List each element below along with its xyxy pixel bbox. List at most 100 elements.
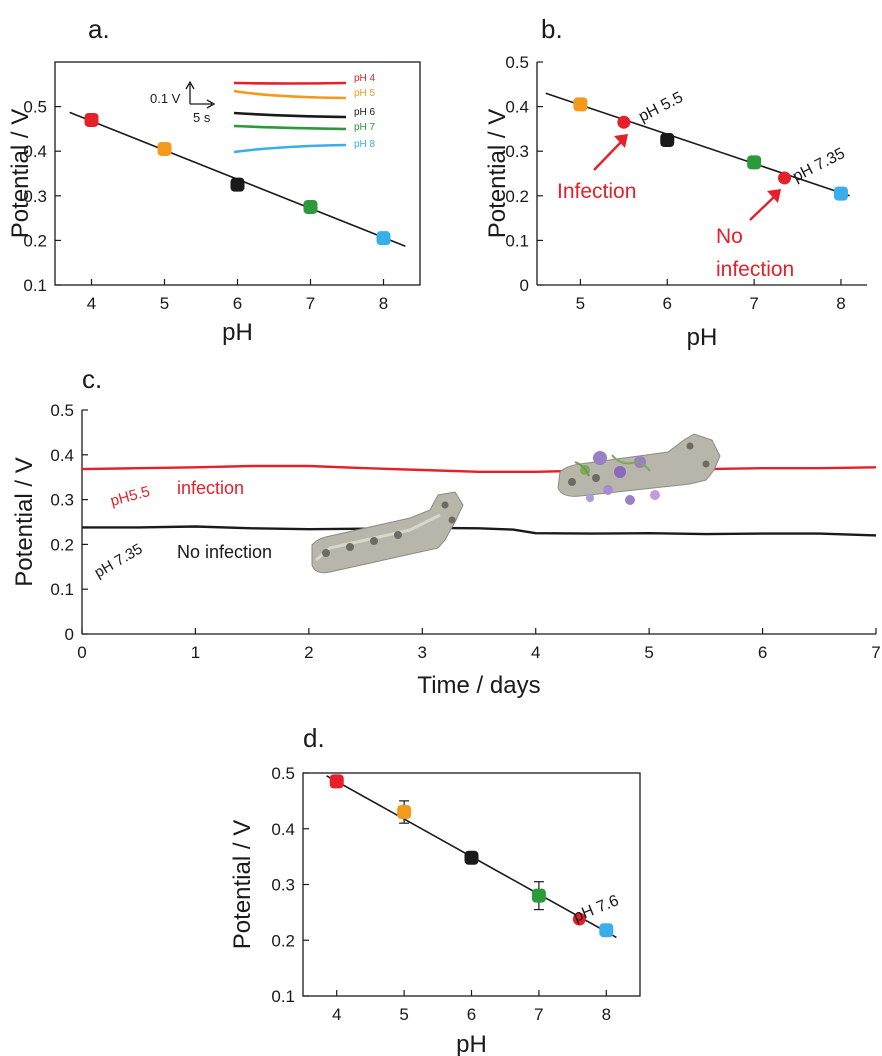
panel-label: a. xyxy=(88,14,110,44)
data-point xyxy=(531,888,546,903)
y-tick-label: 0.4 xyxy=(50,446,74,465)
y-axis-label: Potential / V xyxy=(7,109,34,238)
y-tick-label: 0.4 xyxy=(505,98,529,117)
series-line xyxy=(82,525,877,537)
panel-a: a. 0.1 0.2 0.3 0.4 0.5 4 5 6 7 8 pH Potential / V 0.1… xyxy=(7,14,421,346)
y-tick-label: 0.1 xyxy=(50,580,74,599)
x-tick-label: 1 xyxy=(191,643,200,662)
infection-ph-label: pH5.5 xyxy=(109,483,152,510)
inset-trace xyxy=(233,111,347,119)
data-point xyxy=(329,774,344,789)
y-tick-label: 0.2 xyxy=(271,931,295,950)
panel-label: c. xyxy=(82,364,102,394)
y-tick-label: 0.3 xyxy=(505,142,529,161)
series-line xyxy=(81,464,877,473)
x-tick-label: 7 xyxy=(749,294,758,313)
x-axis-label: pH xyxy=(456,1031,487,1056)
inset-trace-label: pH 7 xyxy=(354,122,376,133)
marker-point xyxy=(617,115,631,129)
x-tick-label: 4 xyxy=(531,643,540,662)
inset-trace-label: pH 4 xyxy=(354,73,376,84)
data-point xyxy=(84,112,99,127)
inset-scale-varrow xyxy=(185,80,195,90)
panel-label: d. xyxy=(303,723,325,753)
x-tick-label: 5 xyxy=(644,643,653,662)
data-point xyxy=(376,231,391,246)
x-tick-label: 8 xyxy=(836,294,845,313)
y-tick-label: 0.3 xyxy=(271,876,295,895)
x-tick-label: 0 xyxy=(77,643,86,662)
inset-trace xyxy=(233,89,347,100)
inset-trace-label: pH 6 xyxy=(354,107,376,118)
x-axis-label: pH xyxy=(222,319,253,346)
no-infection-ph-label: pH 7.35 xyxy=(92,540,146,581)
x-tick-label: 2 xyxy=(304,643,313,662)
y-tick-label: 0.4 xyxy=(271,820,295,839)
infection-annotation: Infection xyxy=(557,180,636,203)
x-tick-label: 8 xyxy=(379,294,388,313)
marker-label: pH 5.5 xyxy=(636,89,686,126)
marker-label: pH 7.6 xyxy=(571,892,621,925)
inset-trace xyxy=(233,143,347,154)
y-tick-label: 0.2 xyxy=(23,231,47,250)
no-infection-arrowhead xyxy=(767,189,781,203)
inset-trace-label: pH 8 xyxy=(354,139,376,150)
data-point xyxy=(397,805,412,820)
x-tick-label: 4 xyxy=(332,1005,341,1024)
y-tick-label: 0.5 xyxy=(23,98,47,117)
y-tick-label: 0.5 xyxy=(50,401,74,420)
x-tick-label: 6 xyxy=(663,294,672,313)
x-tick-label: 7 xyxy=(534,1005,543,1024)
infection-arrowhead xyxy=(614,134,628,148)
inset-trace-label: pH 5 xyxy=(354,88,376,99)
y-tick-label: 0.4 xyxy=(23,142,47,161)
inset-trace xyxy=(233,124,347,131)
x-tick-label: 5 xyxy=(576,294,585,313)
data-point xyxy=(599,923,614,938)
panel-d: d. 0.1 0.2 0.3 0.4 0.5 4 5 6 7 8 pH Potential / V pH … xyxy=(229,723,641,1056)
data-point xyxy=(573,97,588,112)
infected-bone-plate-image xyxy=(557,433,721,505)
no-infection-annotation-line1: No xyxy=(716,225,743,248)
inset-scale-time: 5 s xyxy=(193,110,211,125)
infection-label: infection xyxy=(177,478,244,498)
data-point xyxy=(747,155,762,170)
data-point xyxy=(660,133,675,148)
infection-arrow xyxy=(593,140,623,171)
x-tick-label: 4 xyxy=(87,294,96,313)
x-tick-label: 3 xyxy=(418,643,427,662)
x-tick-label: 8 xyxy=(602,1005,611,1024)
x-axis-label: pH xyxy=(687,324,718,351)
plot-frame xyxy=(302,772,641,997)
y-tick-label: 0.1 xyxy=(505,231,529,250)
y-axis-label: Potential / V xyxy=(229,820,256,949)
linear-fit-line xyxy=(545,92,850,197)
x-tick-label: 7 xyxy=(871,643,880,662)
marker-label: pH 7.35 xyxy=(790,145,848,186)
y-axis-label: Potential / V xyxy=(11,457,38,586)
x-axis-label: Time / days xyxy=(417,672,540,699)
marker-point xyxy=(778,171,791,185)
x-tick-label: 6 xyxy=(467,1005,476,1024)
inset-scale-tarrow xyxy=(206,99,216,109)
x-tick-label: 6 xyxy=(758,643,767,662)
y-tick-label: 0 xyxy=(520,276,529,295)
y-tick-label: 0.3 xyxy=(50,491,74,510)
no-infection-label: No infection xyxy=(177,542,272,562)
data-point xyxy=(230,177,245,192)
y-tick-label: 0.5 xyxy=(271,764,295,783)
y-tick-label: 0 xyxy=(65,625,74,644)
inset-scale-voltage: 0.1 V xyxy=(150,91,181,106)
x-tick-label: 5 xyxy=(399,1005,408,1024)
marker-point xyxy=(572,912,586,926)
panel-c: c. 0 0.1 0.2 0.3 0.4 0.5 0 1 2 3 4 5 6 7 Time / days Pot… xyxy=(11,364,881,699)
panel-label: b. xyxy=(541,14,563,44)
data-point xyxy=(157,141,172,156)
x-tick-label: 6 xyxy=(233,294,242,313)
no-infection-annotation-line2: infection xyxy=(716,258,794,281)
y-tick-label: 0.1 xyxy=(23,276,47,295)
y-tick-label: 0.3 xyxy=(23,187,47,206)
y-tick-label: 0.2 xyxy=(505,187,529,206)
data-point xyxy=(464,850,479,865)
